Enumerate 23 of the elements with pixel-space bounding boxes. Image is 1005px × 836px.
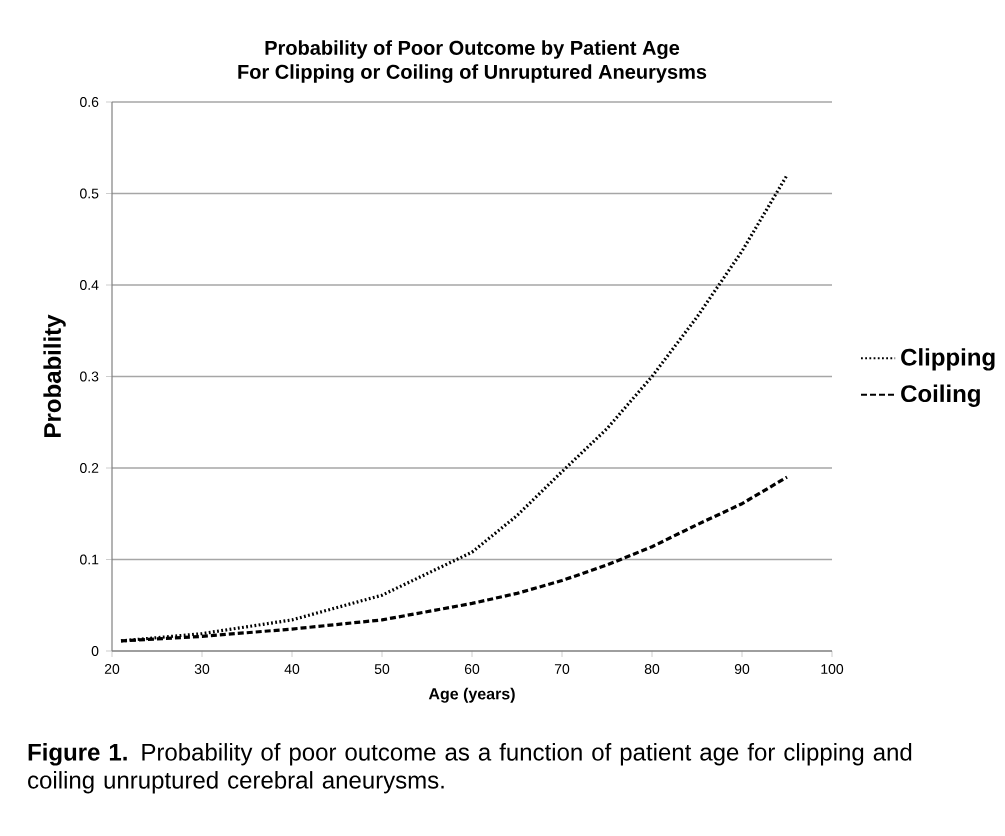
x-tick-label: 60: [464, 664, 480, 674]
x-tick-label: 90: [734, 664, 750, 674]
chart-title: Probability of Poor Outcome by Patient Age: [265, 40, 680, 59]
legend-label: Clipping: [901, 348, 995, 371]
x-tick-label: 100: [821, 664, 844, 674]
y-tick-label: 0.6: [80, 97, 99, 107]
x-axis-title: Age (years): [428, 687, 515, 703]
y-tick-label: 0.4: [80, 280, 99, 290]
y-tick-label: 0.2: [80, 463, 99, 473]
x-tick-label: 70: [554, 664, 570, 674]
x-tick-label: 50: [374, 664, 390, 674]
y-axis-title: Probability: [43, 314, 66, 437]
legend-label: Coiling: [901, 384, 980, 407]
x-tick-label: 40: [284, 664, 300, 674]
text: Figure 1. Probability of poor outcome as a function of patient age for clipping and coiling unruptured cerebral aneurysms.: [28, 743, 912, 794]
x-tick-label: 20: [104, 664, 120, 674]
y-tick-label: 0.1: [80, 554, 99, 565]
y-tick-label: 0.5: [80, 188, 99, 199]
y-tick-label: 0.3: [80, 371, 99, 382]
y-tick-label: 0: [91, 646, 99, 656]
x-tick-label: 80: [644, 664, 660, 674]
x-tick-label: 30: [194, 664, 210, 674]
chart-subtitle: For Clipping or Coiling of Unruptured Aneurysms: [238, 64, 707, 83]
